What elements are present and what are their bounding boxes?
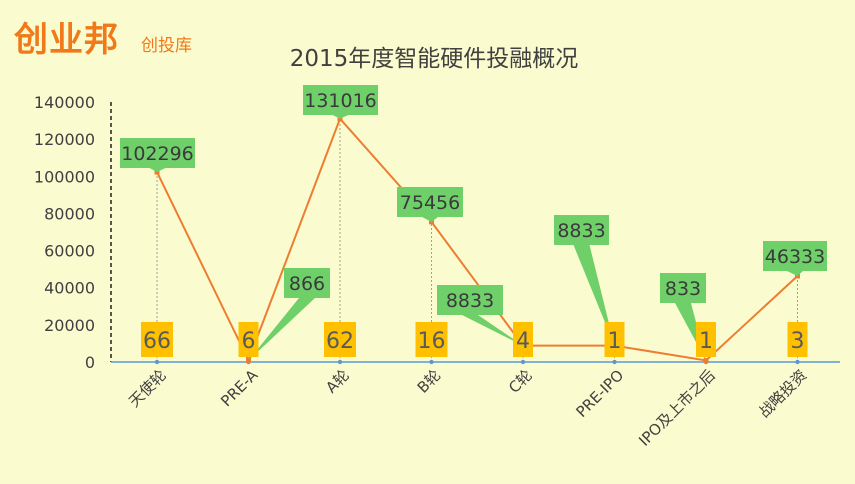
callout-pointer xyxy=(248,298,315,361)
count-label-box xyxy=(238,322,259,357)
callout-box xyxy=(120,138,195,168)
y-tick-label: 20000 xyxy=(44,316,95,335)
x-tick-label: PRE-IPO xyxy=(572,366,627,421)
callout-pointer xyxy=(422,217,438,222)
callout-pointer xyxy=(332,115,349,119)
y-tick-label: 60000 xyxy=(44,242,95,261)
x-tick-label: B轮 xyxy=(414,366,445,397)
callout-box xyxy=(397,187,463,217)
count-label-box xyxy=(513,322,533,357)
count-label-box xyxy=(604,322,625,357)
amount-data-label: 46333 xyxy=(765,246,825,268)
series-line xyxy=(156,116,799,363)
brand-logo-text: 创业邦 xyxy=(14,20,119,60)
y-tick-label: 140000 xyxy=(34,93,95,112)
brand-sub-text: 创投库 xyxy=(141,36,192,56)
count-labels: 66 6 62 16 4 1 1 3 xyxy=(141,322,808,357)
amount-data-label: 8833 xyxy=(557,220,605,242)
callout-box xyxy=(660,273,706,303)
callout-box xyxy=(284,268,330,298)
count-data-label: 6 xyxy=(242,329,256,354)
count-data-label: 66 xyxy=(143,329,171,354)
callout-pointer xyxy=(462,315,523,346)
y-tick-label: 100000 xyxy=(34,167,95,186)
x-tick-label: 战略投资 xyxy=(755,366,810,421)
callout-labels: 102296 866 131016 75456 8833 8833 833 46333 xyxy=(120,85,827,361)
y-tick-label: 80000 xyxy=(44,204,95,223)
callout-box xyxy=(554,215,609,245)
x-axis: 天使轮 PRE-A A轮 B轮 C轮 PRE-IPO IPO及上市之后 战略投资 xyxy=(111,359,840,450)
amount-data-label: 833 xyxy=(665,278,701,300)
count-data-label: 4 xyxy=(516,329,530,354)
y-tick-label: 0 xyxy=(85,353,95,372)
count-label-box xyxy=(415,322,448,357)
amount-data-label: 75456 xyxy=(400,192,460,214)
chart-title: 2015年度智能硬件投融概况 xyxy=(290,46,579,72)
callout-pointer xyxy=(787,271,803,276)
callout-pointer xyxy=(573,245,615,346)
callout-pointer xyxy=(149,168,166,173)
count-label-box xyxy=(324,322,356,357)
amount-data-label: 8833 xyxy=(446,290,494,312)
y-tick-label: 40000 xyxy=(44,279,95,298)
count-data-label: 16 xyxy=(418,329,446,354)
count-data-label: 1 xyxy=(699,329,713,354)
y-axis: 0 20000 40000 60000 80000 100000 120000 140000 xyxy=(34,93,112,372)
callout-box xyxy=(437,285,503,315)
x-tick-label: 天使轮 xyxy=(125,366,170,411)
amount-data-label: 102296 xyxy=(121,143,194,165)
count-data-label: 1 xyxy=(608,329,622,354)
count-data-label: 62 xyxy=(326,329,354,354)
x-tick-label: IPO及上市之后 xyxy=(635,366,719,450)
callout-box xyxy=(303,85,378,115)
amount-data-label: 866 xyxy=(289,273,325,295)
x-tick-label: PRE-A xyxy=(217,366,262,411)
x-tick-label: C轮 xyxy=(505,366,536,397)
count-label-box xyxy=(787,322,808,357)
y-tick-label: 120000 xyxy=(34,130,95,149)
callout-box xyxy=(763,241,827,271)
count-label-box xyxy=(696,322,716,357)
brand-logo: 创业邦 创投库 xyxy=(14,12,192,61)
x-tick-label: A轮 xyxy=(322,366,353,397)
count-data-label: 3 xyxy=(791,329,805,354)
amount-data-label: 131016 xyxy=(304,90,377,112)
count-label-box xyxy=(141,322,173,357)
